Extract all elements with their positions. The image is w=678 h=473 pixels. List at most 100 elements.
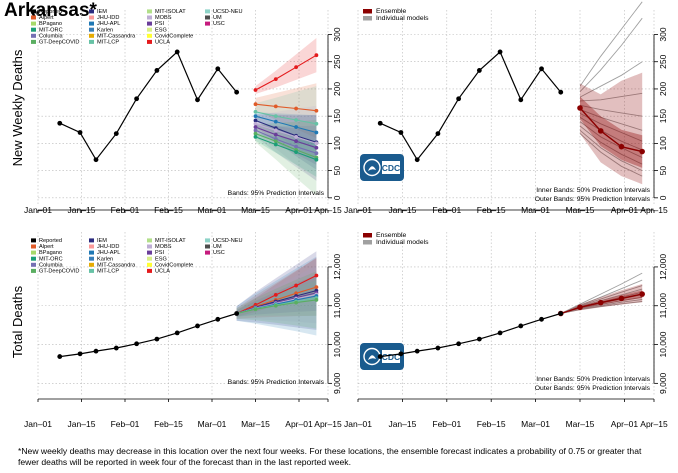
legend-swatch — [31, 9, 36, 14]
reported-point — [377, 354, 383, 359]
reported-point — [497, 49, 503, 55]
reported-point — [558, 311, 564, 316]
legend-swatch — [363, 9, 372, 14]
reported-point — [57, 120, 63, 126]
y-tick-label: 100 — [332, 136, 342, 150]
model-point — [294, 150, 298, 155]
individual-model-line — [560, 285, 643, 314]
legend-label: UCSD-NEU — [213, 238, 243, 244]
legend-label: Individual models — [376, 15, 429, 22]
x-tick-label: Apr–01 — [285, 205, 313, 215]
y-tick-label: 200 — [658, 82, 668, 96]
model-point — [294, 144, 298, 149]
y-tick-label: 10,000 — [658, 331, 668, 357]
legend-label: UCSD-NEU — [213, 9, 243, 15]
x-tick-label: Mar–15 — [566, 205, 595, 215]
reported-point — [435, 345, 441, 351]
reported-point — [215, 316, 221, 322]
legend-swatch — [205, 9, 210, 14]
x-tick-label: Apr–15 — [314, 205, 342, 215]
model-line — [255, 119, 317, 143]
chart-weekly-models: 0 50 100 150 200 250 300 Jan–01 Jan–15 Feb–01 Feb–… — [10, 9, 342, 215]
cdc-logo-text: CDC — [382, 352, 400, 362]
model-point — [314, 53, 319, 58]
legend-swatch — [89, 39, 94, 44]
footnote: *New weekly deaths may decrease in this … — [18, 446, 642, 467]
y-axis-title: Total Deaths — [10, 285, 25, 358]
legend-label: MOBS — [155, 244, 172, 250]
legend-swatch — [31, 268, 36, 273]
model-point — [253, 88, 258, 92]
chart-weekly-ensemble: 0 50 100 150 200 250 300 Jan–01 Jan–15 Feb–01 Feb–… — [344, 1, 668, 215]
model-point — [253, 134, 258, 139]
x-tick-label: Jan–15 — [388, 419, 416, 429]
legend-label: Karlen — [97, 27, 113, 33]
reported-point — [134, 341, 140, 347]
legend-label: Columbia — [39, 262, 64, 268]
reported-point — [234, 89, 240, 95]
model-point — [253, 131, 258, 136]
legend-label: MIT-ISOLAT — [155, 238, 186, 244]
legend-swatch — [363, 16, 372, 21]
ensemble-point — [577, 105, 583, 111]
legend-label: UCLA — [155, 40, 170, 46]
y-tick-label: 150 — [332, 109, 342, 123]
legend-label: UCLA — [155, 269, 170, 275]
model-point — [294, 125, 298, 129]
individual-model-line — [579, 109, 643, 131]
chart-total-models: 9,000 10,000 11,000 12,000 Jan–01 Jan–15 Feb–0… — [10, 232, 342, 429]
x-tick-label: Mar–01 — [198, 419, 227, 429]
legend-label: Karlen — [97, 256, 113, 262]
legend-swatch — [205, 21, 210, 26]
model-point — [273, 142, 278, 147]
reported-point — [215, 66, 221, 72]
legend-label: GT-DeepCOVID — [39, 269, 79, 275]
x-tick-label: Mar–15 — [241, 205, 270, 215]
legend-label: JHU-APL — [97, 250, 120, 256]
legend-label: MIT-LCP — [97, 40, 119, 46]
prediction-band — [255, 112, 317, 150]
model-point — [253, 102, 258, 107]
y-tick-label: 300 — [332, 27, 342, 41]
legend-swatch — [147, 33, 152, 38]
individual-model-line — [579, 61, 643, 98]
model-point — [253, 128, 258, 133]
legend-swatch — [31, 244, 36, 249]
model-line — [255, 136, 317, 161]
legend-label: CovidComplete — [155, 262, 193, 268]
reported-point — [539, 316, 544, 322]
legend-label: UM — [213, 244, 222, 250]
legend-label: JHU-IDD — [97, 15, 119, 21]
x-tick-label: Jan–01 — [24, 419, 52, 429]
individual-model-line — [579, 116, 643, 151]
legend-label: GT-DeepCOVID — [39, 40, 79, 46]
legend-label: Reported — [39, 238, 62, 244]
x-tick-label: Feb–15 — [477, 419, 506, 429]
ensemble-point — [639, 291, 645, 297]
reported-point — [435, 131, 441, 136]
inner-band — [580, 96, 643, 168]
model-point — [273, 114, 278, 119]
cdc-logo-badge — [382, 161, 400, 174]
ensemble-point — [577, 304, 583, 311]
individual-model-line — [579, 133, 643, 177]
individual-model-line — [560, 301, 643, 314]
individual-model-line — [579, 1, 643, 87]
legend-swatch — [89, 15, 94, 20]
x-tick-label: Apr–15 — [640, 205, 668, 215]
individual-model-line — [560, 272, 643, 314]
reported-point — [154, 68, 160, 73]
x-tick-label: Apr–01 — [285, 419, 313, 429]
model-point — [314, 108, 319, 113]
model-point — [273, 292, 278, 297]
reported-point — [558, 89, 564, 95]
reported-point — [77, 130, 83, 135]
legend-swatch — [147, 21, 152, 26]
y-axis-title: New Weekly Deaths — [10, 49, 25, 166]
legend-swatch — [31, 27, 36, 32]
prediction-band — [255, 83, 317, 139]
model-point — [253, 114, 258, 119]
y-tick-label: 12,000 — [658, 254, 668, 280]
model-point — [314, 130, 319, 135]
y-tick-label: 100 — [658, 136, 668, 150]
